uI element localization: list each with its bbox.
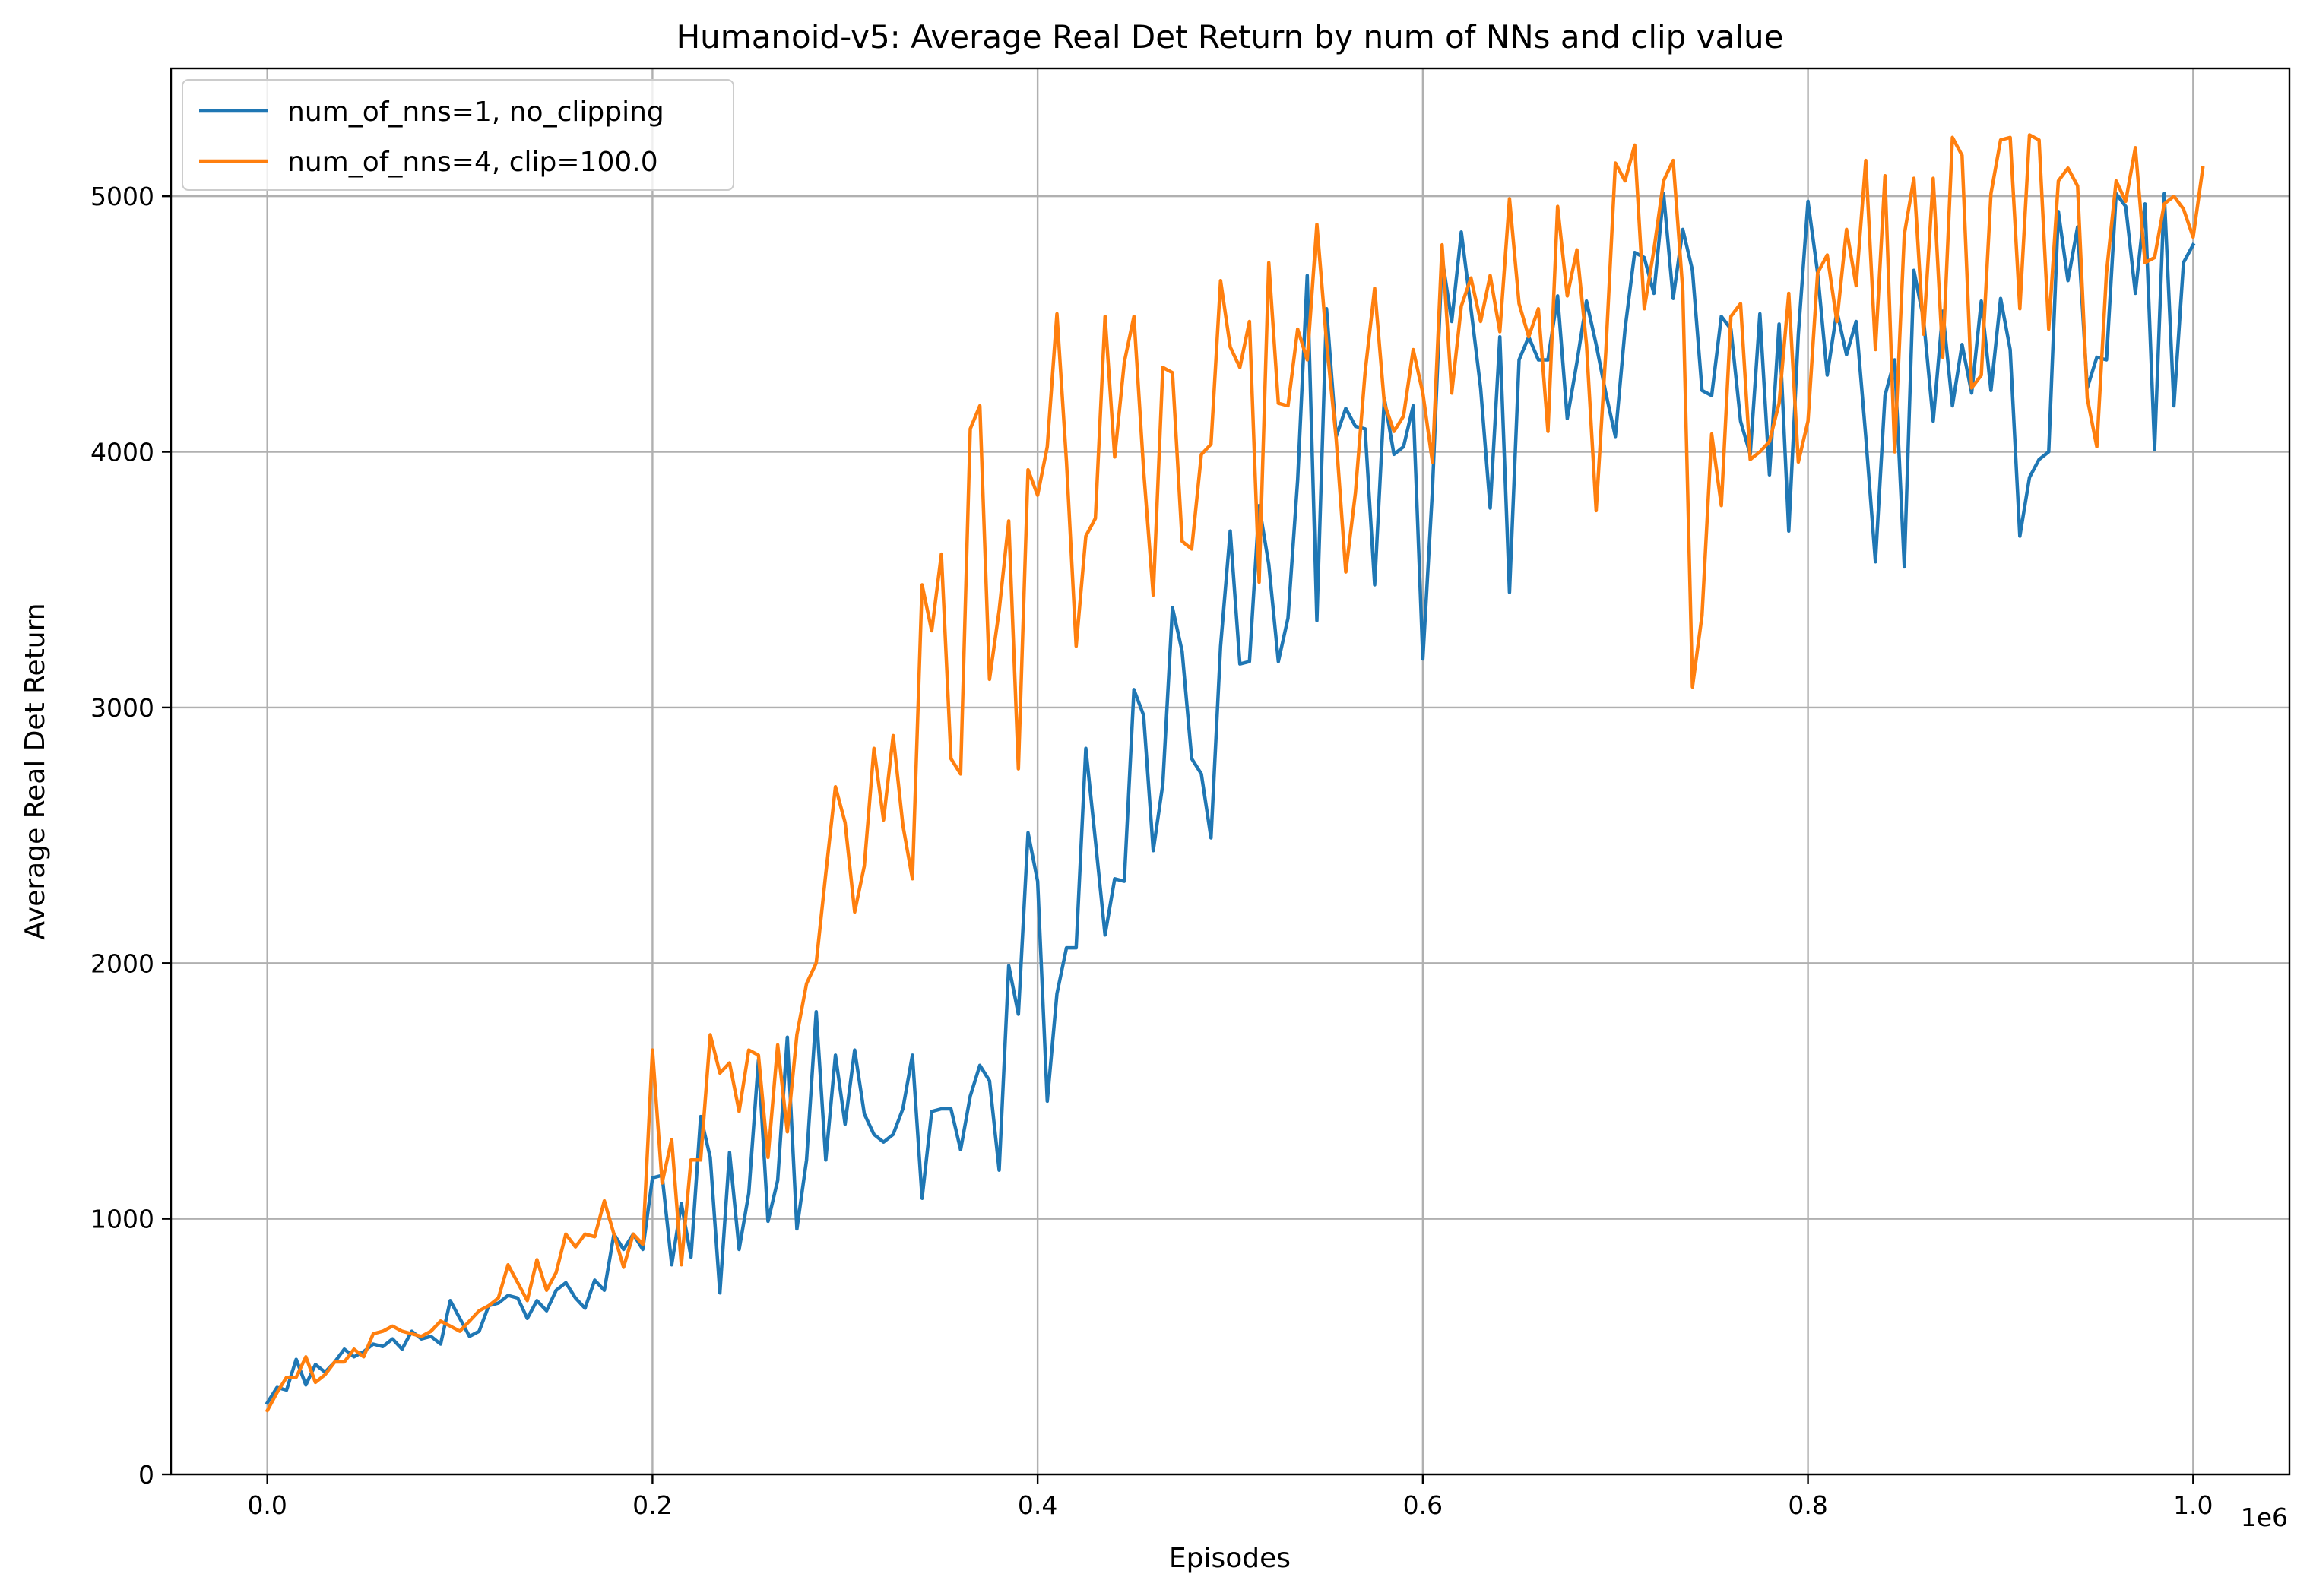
legend-box	[182, 79, 734, 191]
x-tick-label: 0.2	[632, 1490, 672, 1520]
series-line-2	[265, 133, 2205, 1413]
x-tick-label: 0.8	[1788, 1490, 1827, 1520]
y-tick-label: 1000	[90, 1205, 154, 1234]
x-axis: 0.0 0.2 0.4 0.6 0.8 1.0	[247, 1474, 2213, 1520]
y-tick-label: 2000	[90, 948, 154, 978]
x-tick-label: 0.4	[1018, 1490, 1057, 1520]
plot-area	[170, 67, 2291, 1476]
y-tick-label: 4000	[90, 438, 154, 467]
x-tick-label: 1.0	[2173, 1490, 2213, 1520]
chart-title: Humanoid-v5: Average Real Det Return by …	[676, 18, 1784, 55]
x-tick-label: 0.0	[247, 1490, 287, 1520]
legend: num_of_nns=1, no_clipping num_of_nns=4, …	[182, 79, 734, 191]
y-tick-label: 3000	[90, 693, 154, 723]
grid	[171, 68, 2289, 1476]
x-tick-label: 0.6	[1403, 1490, 1443, 1520]
y-tick-label: 5000	[90, 182, 154, 211]
plot-background	[171, 68, 2289, 1474]
series-line-1	[265, 192, 2196, 1405]
legend-label-series-2: num_of_nns=4, clip=100.0	[287, 147, 658, 178]
x-axis-offset-label: 1e6	[2241, 1503, 2288, 1532]
axes-frame	[170, 67, 2291, 1476]
y-tick-label: 0	[138, 1460, 154, 1490]
y-axis: 0 1000 2000 3000 4000 5000	[90, 182, 171, 1490]
x-axis-label: Episodes	[1169, 1543, 1291, 1574]
legend-label-series-1: num_of_nns=1, no_clipping	[287, 97, 664, 128]
y-axis-label: Average Real Det Return	[20, 603, 51, 939]
series-layer	[265, 133, 2205, 1413]
